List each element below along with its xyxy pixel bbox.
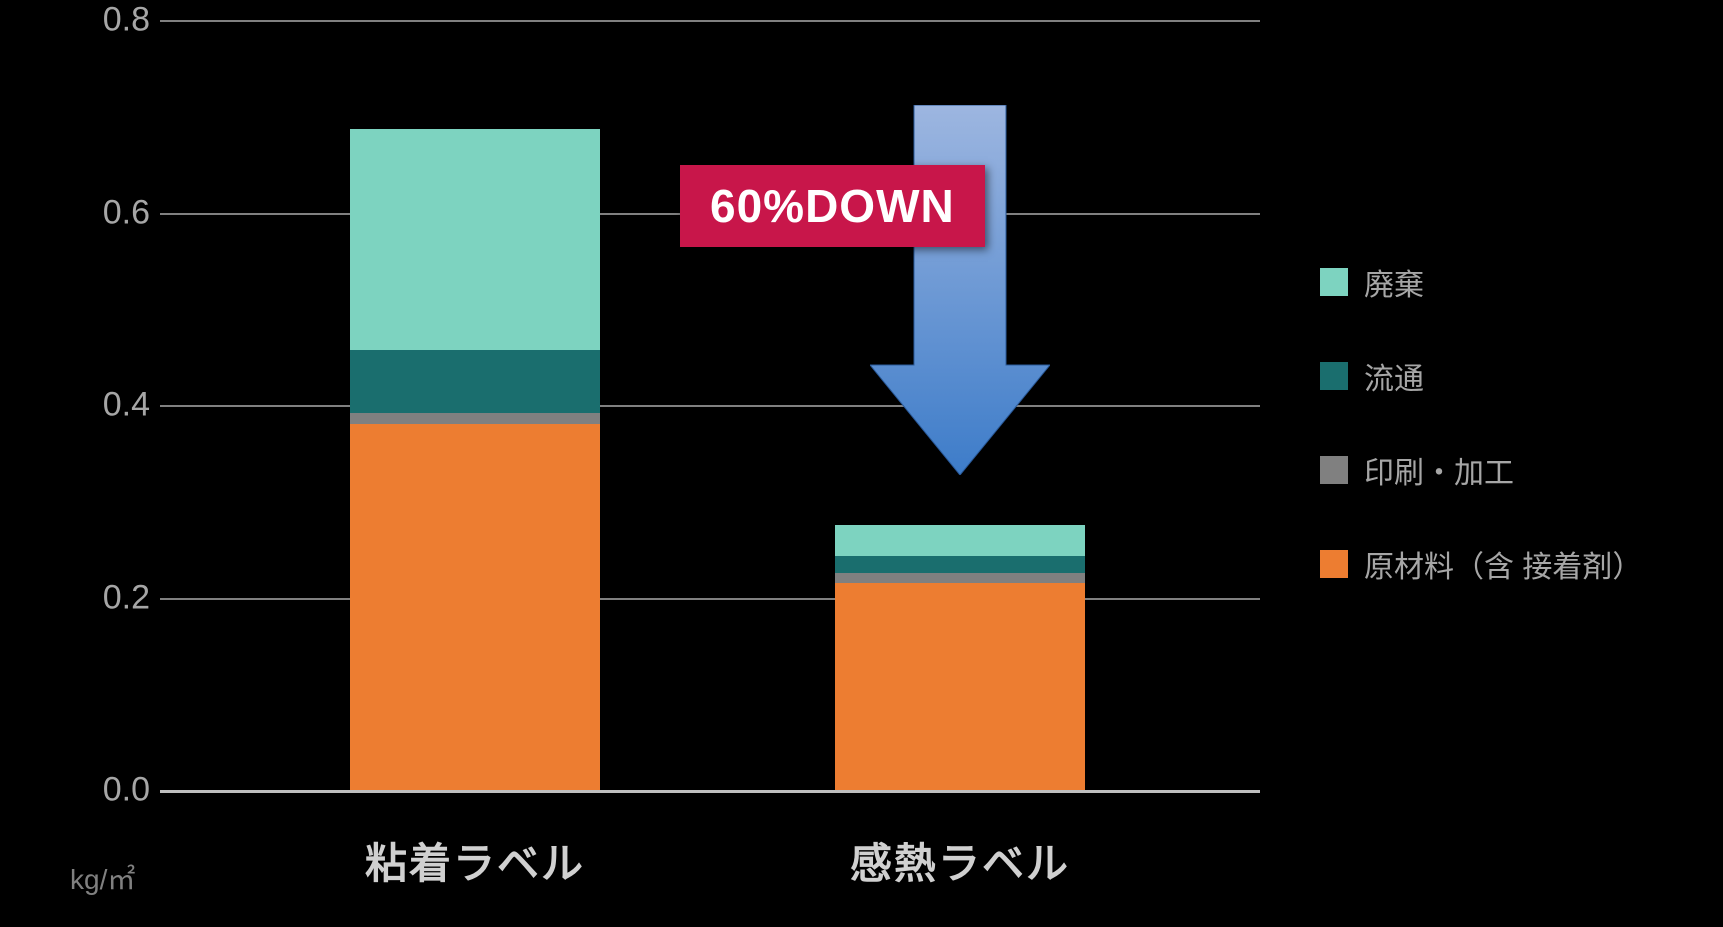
down-arrow-icon xyxy=(870,105,1050,475)
plot-area xyxy=(160,20,1260,790)
chart-container: 0.00.20.40.60.8 kg/㎡ 粘着ラベル感熱ラベル 廃棄流通印刷・加… xyxy=(60,20,1660,900)
gridline xyxy=(160,20,1260,22)
callout-label: 60%DOWN xyxy=(680,165,985,247)
legend-label: 流通 xyxy=(1364,354,1424,398)
legend-swatch xyxy=(1320,550,1348,578)
bar-segment-waste xyxy=(835,525,1085,556)
legend-label: 原材料（含 接着剤） xyxy=(1364,542,1642,586)
y-axis-unit: kg/㎡ xyxy=(70,858,135,898)
bar-group xyxy=(835,525,1085,790)
legend-label: 廃棄 xyxy=(1364,260,1424,304)
gridline xyxy=(160,598,1260,600)
x-category-label: 粘着ラベル xyxy=(365,830,585,891)
bar-segment-raw xyxy=(350,424,600,790)
legend: 廃棄流通印刷・加工原材料（含 接着剤） xyxy=(1320,260,1642,636)
legend-swatch xyxy=(1320,456,1348,484)
bar-group xyxy=(350,129,600,790)
legend-item: 廃棄 xyxy=(1320,260,1642,304)
y-tick-label: 0.2 xyxy=(50,578,150,617)
gridline xyxy=(160,790,1260,793)
bar-segment-dist xyxy=(350,350,600,413)
y-tick-label: 0.6 xyxy=(50,193,150,232)
gridline xyxy=(160,405,1260,407)
bar-segment-print xyxy=(350,413,600,425)
legend-item: 原材料（含 接着剤） xyxy=(1320,542,1642,586)
y-tick-label: 0.0 xyxy=(50,771,150,810)
y-tick-label: 0.4 xyxy=(50,386,150,425)
legend-label: 印刷・加工 xyxy=(1364,448,1514,492)
callout: 60%DOWN xyxy=(680,165,985,247)
y-tick-label: 0.8 xyxy=(50,1,150,40)
legend-item: 印刷・加工 xyxy=(1320,448,1642,492)
bar-segment-dist xyxy=(835,556,1085,573)
legend-item: 流通 xyxy=(1320,354,1642,398)
bar-segment-waste xyxy=(350,129,600,350)
legend-swatch xyxy=(1320,268,1348,296)
bar-segment-print xyxy=(835,573,1085,583)
bar-segment-raw xyxy=(835,583,1085,790)
x-category-label: 感熱ラベル xyxy=(850,830,1070,891)
legend-swatch xyxy=(1320,362,1348,390)
